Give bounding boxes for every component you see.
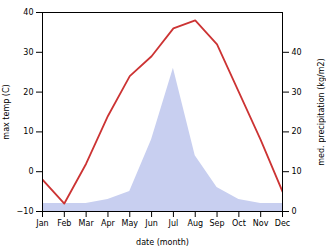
svg-text:Jun: Jun bbox=[144, 219, 158, 228]
svg-text:Sep: Sep bbox=[210, 219, 225, 228]
svg-text:Dec: Dec bbox=[275, 219, 290, 228]
svg-text:10: 10 bbox=[23, 127, 33, 136]
svg-text:Jan: Jan bbox=[35, 219, 48, 228]
svg-text:20: 20 bbox=[292, 127, 302, 136]
svg-text:Nov: Nov bbox=[253, 219, 269, 228]
svg-text:30: 30 bbox=[292, 88, 302, 97]
svg-text:Mar: Mar bbox=[79, 219, 95, 228]
svg-text:−10: −10 bbox=[17, 207, 34, 216]
svg-text:Apr: Apr bbox=[101, 219, 116, 228]
svg-text:date (month): date (month) bbox=[136, 238, 189, 247]
svg-text:40: 40 bbox=[292, 48, 302, 57]
svg-text:Aug: Aug bbox=[187, 219, 203, 228]
svg-text:Feb: Feb bbox=[57, 219, 71, 228]
svg-text:May: May bbox=[121, 219, 138, 228]
svg-text:40: 40 bbox=[23, 8, 33, 17]
svg-text:Oct: Oct bbox=[232, 219, 246, 228]
svg-text:med. precipitation (kg/m2): med. precipitation (kg/m2) bbox=[317, 58, 326, 165]
svg-text:10: 10 bbox=[292, 167, 302, 176]
svg-text:0: 0 bbox=[28, 167, 33, 176]
svg-text:0: 0 bbox=[292, 207, 297, 216]
svg-text:30: 30 bbox=[23, 48, 33, 57]
svg-text:20: 20 bbox=[23, 88, 33, 97]
svg-text:Jul: Jul bbox=[168, 219, 179, 228]
svg-text:max temp (C): max temp (C) bbox=[2, 84, 11, 139]
